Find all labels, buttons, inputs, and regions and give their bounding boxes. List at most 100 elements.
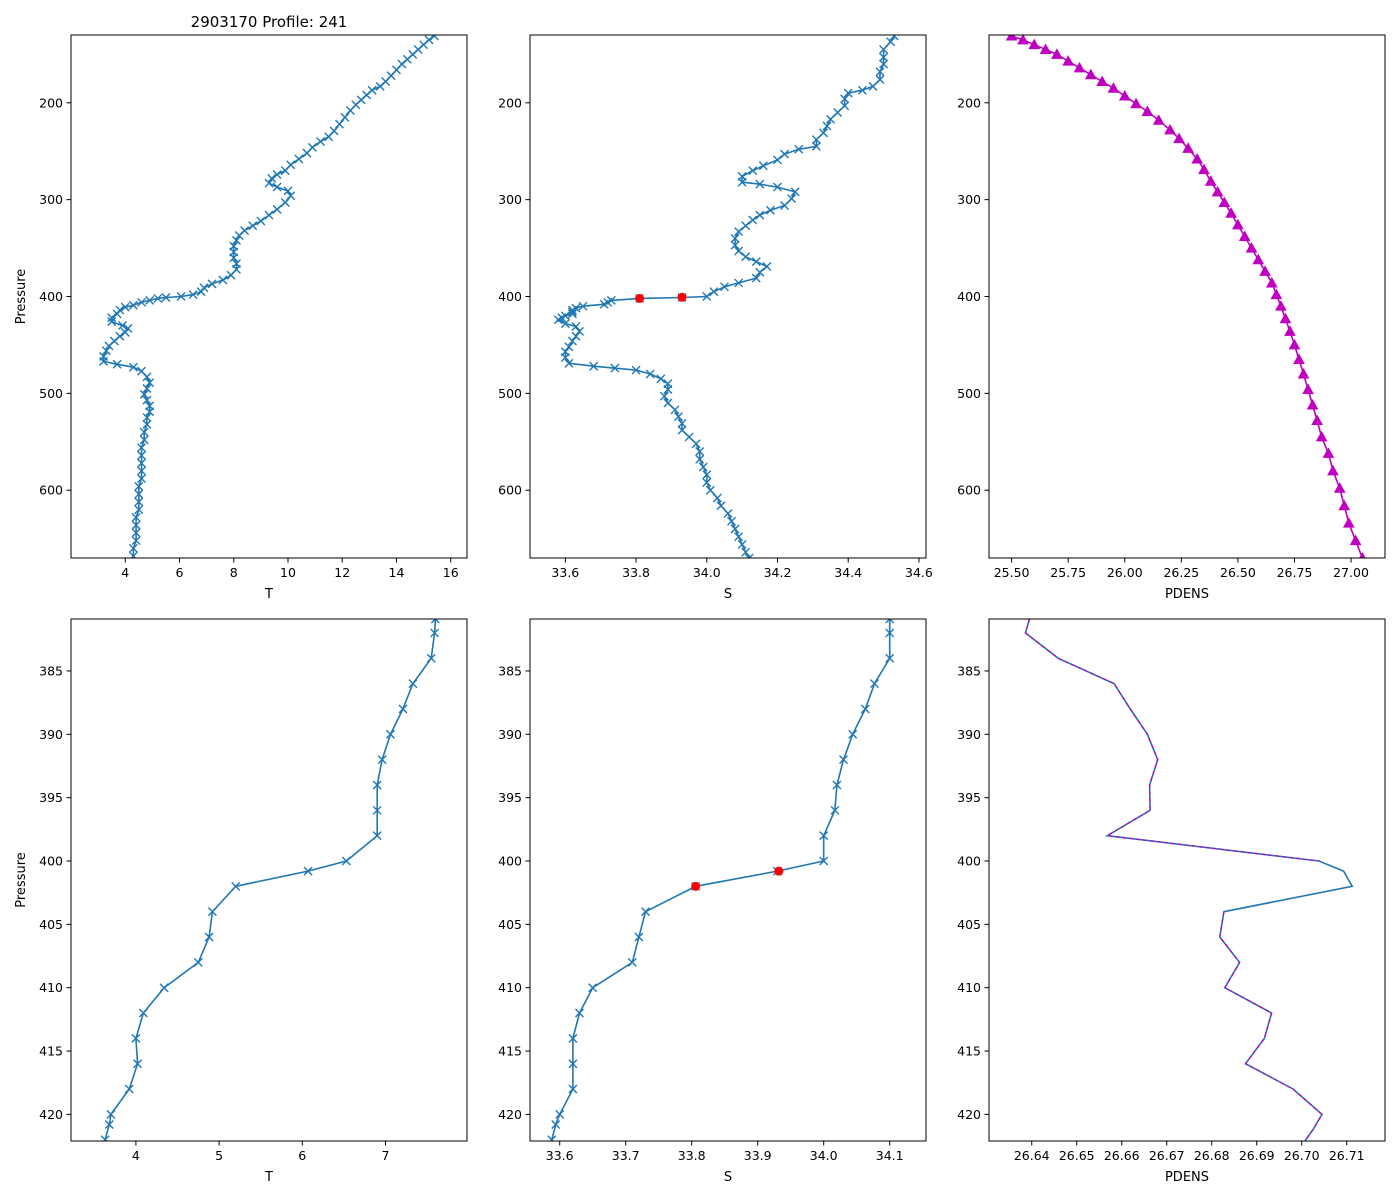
top-salinity-data-point-13	[826, 114, 836, 124]
top-density-x-tick-label-3: 26.25	[1163, 565, 1199, 580]
bottom-temperature-data-point-23	[100, 1135, 110, 1141]
top-density-y-tick-label-3: 500	[957, 386, 981, 401]
bottom-salinity-y-tick-label-6: 415	[498, 1044, 522, 1059]
bottom-salinity-data-point-10	[819, 856, 829, 866]
top-salinity-data-point-75	[663, 384, 673, 394]
top-temperature-data-point-93	[134, 505, 144, 515]
top-temperature-data-point-0	[429, 35, 439, 41]
bottom-salinity-data-point-8	[830, 805, 840, 815]
bottom-salinity-data-point-13	[641, 907, 650, 917]
bottom-density-axes-frame	[988, 618, 1386, 1142]
bottom-salinity-data-point-1	[885, 628, 895, 638]
top-density-y-tick-label-4: 600	[957, 483, 981, 498]
top-temperature-data-point-34	[264, 210, 274, 220]
top-salinity-data-point-71	[631, 365, 641, 375]
bottom-salinity-y-tick-label-2: 395	[498, 790, 522, 805]
bottom-density-y-tick-label-6: 415	[957, 1044, 981, 1059]
top-temperature-data-point-77	[139, 389, 149, 399]
top-temperature-data-point-97	[131, 536, 141, 546]
bottom-salinity-y-tick-label-1: 390	[498, 727, 522, 742]
top-temperature-data-point-99	[128, 551, 138, 558]
bottom-salinity-x-axis-label: S	[724, 1170, 732, 1185]
bottom-salinity-y-tick-label-4: 405	[498, 917, 522, 932]
bottom-salinity-x-tick-label-1: 33.7	[612, 1148, 640, 1163]
top-density-data-point-37	[1306, 398, 1319, 410]
top-salinity-data-point-54	[567, 305, 577, 315]
top-density-data-point-16	[1182, 142, 1194, 153]
top-salinity-data-point-5	[875, 67, 885, 77]
top-density-x-tick-label-6: 27.00	[1333, 565, 1369, 580]
bottom-temperature-data-point-20	[124, 1084, 134, 1094]
bottom-temperature-y-tick-label-5: 410	[39, 980, 63, 995]
top-temperature-data-point-36	[248, 221, 258, 231]
bottom-temperature-x-tick-label-1: 5	[215, 1148, 223, 1163]
top-temperature-data-point-28	[264, 178, 274, 188]
top-salinity-y-tick-label-4: 600	[498, 483, 522, 498]
top-density-data-point-7	[1084, 68, 1097, 80]
top-salinity-data-point-12	[833, 107, 843, 117]
top-temperature-x-axis-label: T	[264, 587, 273, 602]
top-salinity-data-point-94	[730, 524, 740, 534]
top-salinity-data-point-42	[751, 273, 761, 283]
top-salinity-data-point-90	[712, 493, 722, 503]
top-salinity-data-point-76	[659, 391, 669, 401]
top-density-data-point-14	[1164, 123, 1176, 135]
bottom-salinity-data-point-0	[885, 619, 895, 624]
bottom-temperature-data-point-5	[385, 729, 395, 739]
bottom-temperature-y-tick-label-2: 395	[39, 790, 63, 805]
top-temperature-x-tick-label-3: 10	[280, 565, 296, 580]
top-density-data-point-13	[1152, 114, 1165, 125]
top-salinity-data-point-67	[560, 353, 570, 363]
bottom-temperature-data-point-22	[104, 1120, 114, 1130]
top-temperature-data-point-98	[128, 543, 138, 553]
bottom-temperature-y-tick-label-3: 400	[39, 853, 63, 868]
top-salinity-data-point-98	[744, 553, 754, 558]
top-temperature-data-point-54	[145, 295, 155, 305]
top-salinity-data-point-77	[663, 398, 673, 408]
top-salinity-data-point-31	[755, 210, 765, 220]
top-salinity-data-point-92	[723, 508, 733, 518]
top-salinity-data-point-91	[716, 501, 726, 511]
top-salinity-data-point-51	[599, 299, 609, 309]
top-salinity-y-tick-label-2: 400	[498, 289, 522, 304]
top-salinity-data-point-68	[564, 358, 574, 368]
top-salinity-data-point-62	[575, 326, 584, 336]
top-temperature-data-point-85	[137, 443, 147, 453]
top-salinity-highlight-point-0	[635, 293, 645, 303]
bottom-salinity-data-point-6	[839, 755, 848, 765]
top-temperature-data-point-91	[134, 489, 144, 499]
top-salinity-data-point-55	[567, 307, 577, 317]
bottom-temperature-x-tick-label-3: 7	[381, 1148, 389, 1163]
top-temperature-data-point-68	[101, 346, 111, 356]
top-temperature-data-point-55	[137, 297, 147, 307]
bottom-salinity-plot-area	[547, 619, 895, 1141]
top-salinity-data-point-25	[755, 179, 765, 189]
bottom-salinity-y-tick-label-5: 410	[498, 980, 522, 995]
bottom-temperature-y-tick-label-4: 405	[39, 917, 63, 932]
top-salinity-data-point-96	[737, 539, 747, 549]
top-salinity-data-point-40	[762, 261, 772, 271]
top-density-data-point-23	[1232, 218, 1244, 230]
top-salinity-data-point-2	[879, 45, 889, 55]
top-salinity-data-point-15	[818, 128, 828, 138]
top-temperature-data-point-74	[142, 372, 152, 382]
top-temperature-data-point-90	[134, 481, 144, 491]
top-temperature-data-point-38	[234, 230, 244, 240]
top-temperature-x-tick-label-6: 16	[443, 565, 459, 580]
top-salinity-data-point-36	[730, 240, 740, 250]
top-temperature-data-point-57	[120, 302, 130, 312]
top-temperature-data-point-94	[131, 512, 141, 522]
bottom-density-series-line-2	[1219, 911, 1323, 1141]
bottom-salinity-data-point-19	[568, 1059, 578, 1069]
top-density-data-point-36	[1302, 383, 1314, 394]
top-salinity-data-point-69	[589, 361, 599, 371]
top-density-data-point-8	[1096, 75, 1108, 86]
top-salinity-data-point-38	[741, 252, 751, 262]
top-temperature-y-tick-label-1: 300	[39, 192, 63, 207]
bottom-temperature-data-point-12	[231, 881, 241, 891]
top-density-data-point-15	[1173, 132, 1185, 144]
bottom-salinity-data-point-9	[819, 831, 829, 841]
bottom-temperature-data-point-3	[408, 679, 418, 689]
top-salinity-data-point-82	[684, 432, 694, 442]
bottom-temperature-data-point-17	[138, 1008, 148, 1018]
